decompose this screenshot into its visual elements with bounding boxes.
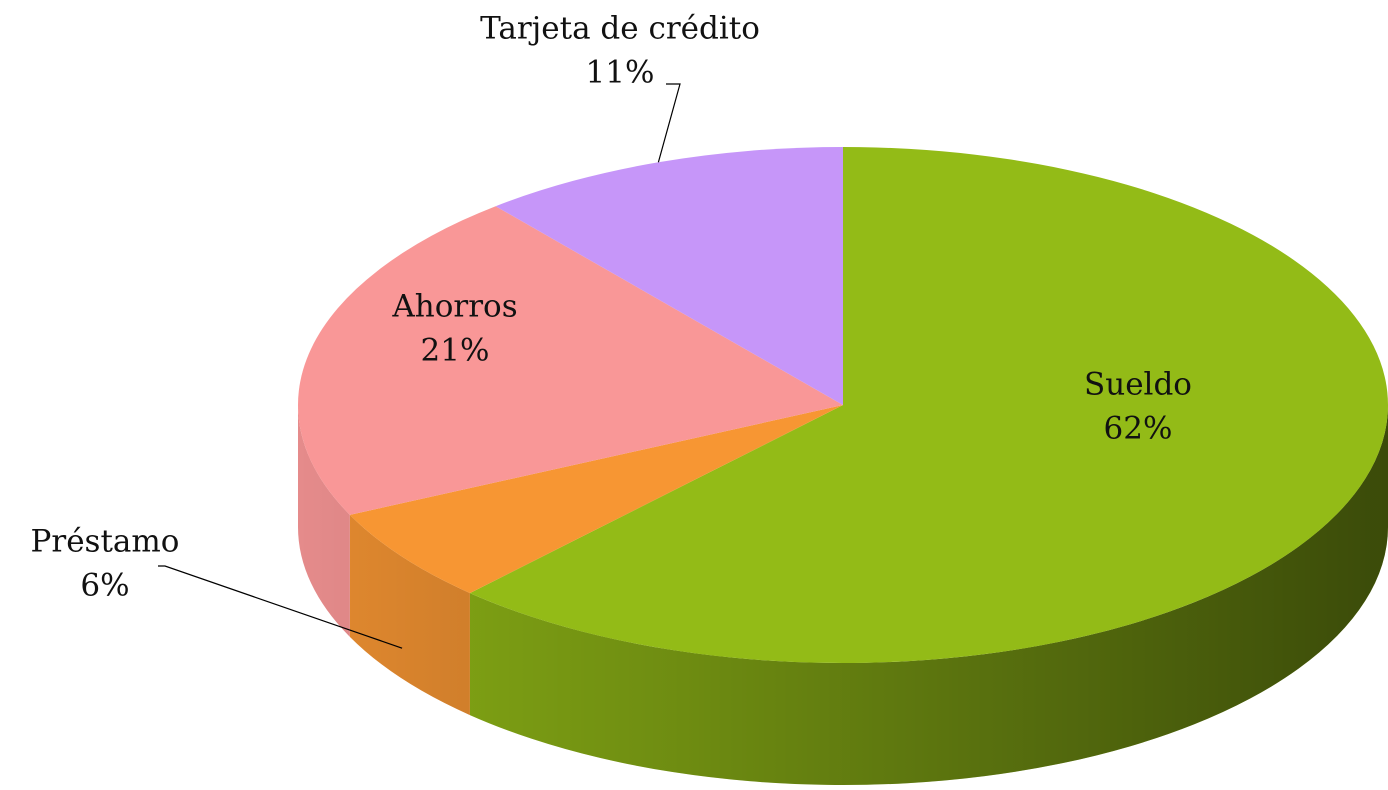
leader-line: [158, 565, 403, 649]
slice-label: Préstamo: [31, 524, 180, 560]
side-shade: [469, 405, 1388, 785]
slice-label: Sueldo: [1084, 367, 1192, 403]
slice: [349, 405, 843, 594]
side-shade: [298, 405, 350, 637]
slice: [469, 147, 1388, 663]
slice-label: Ahorros: [391, 289, 517, 325]
leader-line: [657, 83, 681, 163]
value-label: 6%: [80, 568, 129, 604]
slice: [297, 206, 843, 515]
slice-label: Tarjeta de crédito: [480, 11, 760, 47]
slice: [495, 147, 843, 405]
value-label: 62%: [1104, 411, 1173, 447]
side-shade: [349, 514, 470, 716]
value-label: 21%: [421, 333, 490, 369]
value-label: 11%: [586, 55, 655, 91]
